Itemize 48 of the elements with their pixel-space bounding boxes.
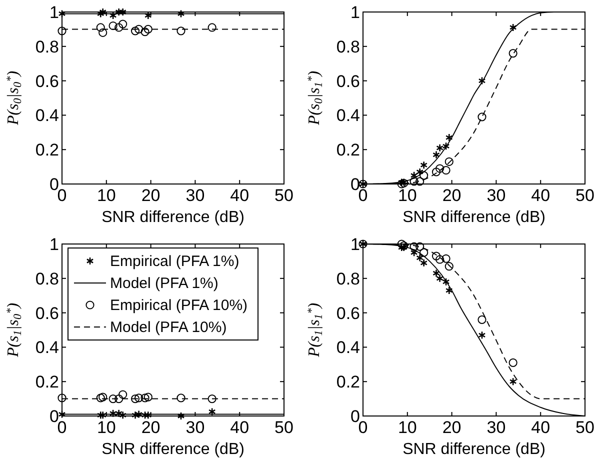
x-tick-label: 40 [531, 186, 550, 205]
x-tick-label: 30 [486, 418, 506, 437]
x-axis-title: SNR difference (dB) [402, 441, 546, 458]
y-tick-label: 0.8 [35, 269, 59, 288]
y-tick-label: 1 [350, 235, 360, 254]
x-tick-label: 20 [141, 418, 160, 437]
y-tick-label: 0.6 [336, 304, 360, 323]
y-tick-label: 0.8 [35, 37, 59, 56]
x-tick-label: 50 [274, 418, 294, 437]
y-tick-label: 0.2 [336, 140, 360, 160]
legend-label: Empirical (PFA 1%) [110, 253, 240, 270]
y-tick-label: 0.8 [336, 269, 360, 288]
y-tick-label: 0.2 [35, 372, 59, 392]
x-tick-label: 50 [274, 186, 294, 205]
x-tick-label: 30 [186, 186, 205, 205]
x-tick-label: 40 [230, 186, 250, 205]
x-tick-label: 20 [141, 186, 160, 205]
y-tick-label: 0.4 [35, 106, 59, 126]
y-tick-label: 0.4 [336, 338, 360, 358]
y-tick-label: 0.8 [336, 37, 360, 56]
y-tick-label: 0.4 [35, 338, 59, 358]
x-tick-label: 10 [96, 418, 116, 437]
legend-label: Empirical (PFA 10%) [110, 297, 248, 314]
y-tick-label: 0.2 [336, 372, 360, 392]
y-tick-label: 0.2 [35, 140, 59, 160]
x-axis-title: SNR difference (dB) [102, 441, 244, 458]
y-tick-label: 0.6 [35, 72, 59, 91]
x-tick-label: 30 [486, 186, 506, 205]
x-tick-label: 40 [531, 418, 550, 437]
x-tick-label: 40 [230, 418, 250, 437]
y-tick-label: 1 [50, 235, 59, 254]
x-tick-label: 10 [96, 186, 116, 205]
x-axis-title: SNR difference (dB) [102, 209, 244, 226]
x-tick-label: 10 [398, 418, 417, 437]
legend-label: Model (PFA 1%) [110, 275, 218, 292]
y-tick-label: 0.6 [336, 72, 360, 91]
x-tick-label: 30 [186, 418, 205, 437]
legend-label: Model (PFA 10%) [110, 319, 227, 336]
y-tick-label: 1 [50, 3, 59, 22]
x-tick-label: 20 [442, 186, 462, 205]
x-tick-label: 10 [398, 186, 417, 205]
y-tick-label: 0.6 [35, 304, 59, 323]
y-tick-label: 1 [350, 3, 360, 22]
x-tick-label: 50 [576, 418, 594, 437]
x-tick-label: 20 [442, 418, 462, 437]
y-tick-label: 0.4 [336, 106, 360, 126]
x-axis-title: SNR difference (dB) [402, 209, 546, 226]
x-tick-label: 50 [576, 186, 594, 205]
